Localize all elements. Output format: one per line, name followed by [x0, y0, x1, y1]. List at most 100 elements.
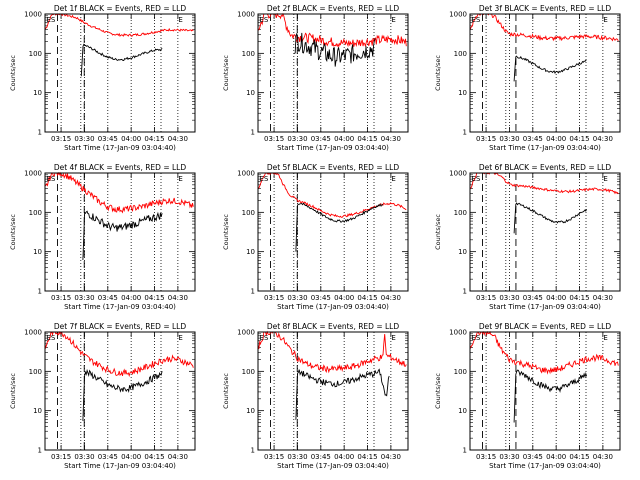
- event-marker-label: E: [46, 334, 50, 342]
- x-axis-label: Start Time (17-Jan-09 03:04:40): [64, 303, 176, 311]
- events-series-line: [513, 55, 587, 82]
- event-marker-label: S: [476, 16, 481, 24]
- plot-frame: [469, 331, 621, 451]
- x-tick-label: 03:30: [287, 294, 307, 302]
- x-tick-label: 04:30: [381, 135, 401, 143]
- y-axis-label: Counts/sec: [222, 214, 230, 250]
- event-marker-label: E: [178, 16, 182, 24]
- panel-title: Det 3f BLACK = Events, RED = LLD: [479, 4, 612, 13]
- event-marker-label: E: [391, 16, 395, 24]
- x-tick-label: 04:00: [121, 453, 141, 461]
- panel-3: Det 3f BLACK = Events, RED = LLD Counts/s…: [434, 4, 621, 152]
- y-tick-label: 10: [246, 89, 255, 97]
- y-tick-label: 100: [454, 368, 467, 376]
- x-tick-label: 04:15: [569, 135, 589, 143]
- event-marker-label: E: [391, 334, 395, 342]
- y-tick-label: 1000: [237, 170, 255, 178]
- x-tick-label: 03:30: [287, 135, 307, 143]
- lld-series-line: [44, 331, 194, 378]
- plot-frame: [44, 172, 196, 292]
- events-series-line: [80, 43, 163, 77]
- x-tick-label: 04:15: [569, 294, 589, 302]
- y-tick-label: 1: [251, 447, 255, 455]
- y-tick-label: 1000: [449, 329, 467, 337]
- panel-title: Det 8f BLACK = Events, RED = LLD: [267, 322, 400, 331]
- x-tick-label: 04:15: [144, 294, 164, 302]
- y-tick-label: 100: [242, 50, 255, 58]
- y-tick-label: 1: [38, 129, 42, 137]
- event-marker-label: E: [603, 16, 607, 24]
- y-tick-label: 100: [29, 368, 42, 376]
- x-tick-label: 03:15: [51, 294, 71, 302]
- x-tick-label: 04:00: [334, 135, 354, 143]
- y-tick-label: 10: [246, 248, 255, 256]
- y-tick-label: 1000: [449, 170, 467, 178]
- events-series-line: [295, 202, 384, 252]
- panel-9: Det 9f BLACK = Events, RED = LLD Counts/s…: [434, 322, 621, 470]
- event-marker-label: S: [264, 334, 269, 342]
- x-tick-label: 04:00: [546, 453, 566, 461]
- x-tick-label: 03:15: [476, 135, 496, 143]
- y-axis-label: Counts/sec: [434, 55, 442, 91]
- event-marker-label: E: [391, 175, 395, 183]
- x-tick-label: 03:45: [311, 135, 331, 143]
- plot-frame: [469, 172, 621, 292]
- event-marker-label: E: [471, 175, 475, 183]
- event-marker-label: E: [259, 175, 263, 183]
- x-tick-label: 04:30: [168, 135, 188, 143]
- panel-1: Det 1f BLACK = Events, RED = LLD Counts/s…: [9, 4, 196, 152]
- x-tick-label: 04:15: [569, 453, 589, 461]
- x-tick-label: 03:45: [523, 135, 543, 143]
- x-axis-label: Start Time (17-Jan-09 03:04:40): [489, 303, 601, 311]
- event-marker-label: S: [264, 16, 269, 24]
- x-axis-label: Start Time (17-Jan-09 03:04:40): [489, 462, 601, 470]
- plot-frame: [257, 331, 409, 451]
- y-tick-label: 1: [38, 447, 42, 455]
- x-tick-label: 03:45: [98, 135, 118, 143]
- plot-frame: [257, 13, 409, 133]
- x-tick-label: 03:30: [287, 453, 307, 461]
- y-axis-label: Counts/sec: [434, 373, 442, 409]
- y-tick-label: 10: [458, 248, 467, 256]
- panel-title: Det 6f BLACK = Events, RED = LLD: [479, 163, 612, 172]
- y-tick-label: 100: [29, 209, 42, 217]
- event-marker-label: S: [476, 175, 481, 183]
- events-series-line: [82, 368, 163, 421]
- panel-title: Det 7f BLACK = Events, RED = LLD: [54, 322, 187, 331]
- y-axis-label: Counts/sec: [222, 55, 230, 91]
- x-tick-label: 03:45: [311, 294, 331, 302]
- x-tick-label: 03:15: [476, 294, 496, 302]
- y-axis-label: Counts/sec: [9, 373, 17, 409]
- event-marker-label: E: [471, 16, 475, 24]
- lld-series-line: [469, 172, 619, 195]
- plot-frame: [257, 172, 409, 292]
- y-tick-label: 100: [454, 209, 467, 217]
- x-tick-label: 03:30: [74, 135, 94, 143]
- x-tick-label: 03:15: [51, 453, 71, 461]
- x-tick-label: 04:30: [593, 294, 613, 302]
- panel-5: Det 5f BLACK = Events, RED = LLD Counts/s…: [222, 163, 409, 311]
- lld-series-line: [469, 13, 619, 42]
- y-tick-label: 1000: [24, 11, 42, 19]
- lld-series-line: [44, 13, 194, 37]
- lld-series-line: [44, 171, 194, 214]
- event-marker-label: S: [51, 334, 56, 342]
- y-tick-label: 1: [463, 129, 467, 137]
- y-axis-label: Counts/sec: [222, 373, 230, 409]
- x-axis-label: Start Time (17-Jan-09 03:04:40): [277, 462, 389, 470]
- x-tick-label: 04:30: [381, 294, 401, 302]
- x-tick-label: 04:00: [121, 294, 141, 302]
- y-axis-label: Counts/sec: [9, 55, 17, 91]
- x-tick-label: 03:45: [523, 294, 543, 302]
- panel-title: Det 2f BLACK = Events, RED = LLD: [267, 4, 400, 13]
- panel-8: Det 8f BLACK = Events, RED = LLD Counts/s…: [222, 322, 409, 470]
- events-series-line: [295, 368, 390, 420]
- panel-4: Det 4f BLACK = Events, RED = LLD Counts/s…: [9, 163, 196, 311]
- events-series-line: [82, 210, 163, 261]
- panel-title: Det 4f BLACK = Events, RED = LLD: [54, 163, 187, 172]
- y-tick-label: 1: [38, 288, 42, 296]
- x-tick-label: 03:30: [499, 453, 519, 461]
- event-marker-label: E: [603, 334, 607, 342]
- lld-series-line: [469, 330, 619, 375]
